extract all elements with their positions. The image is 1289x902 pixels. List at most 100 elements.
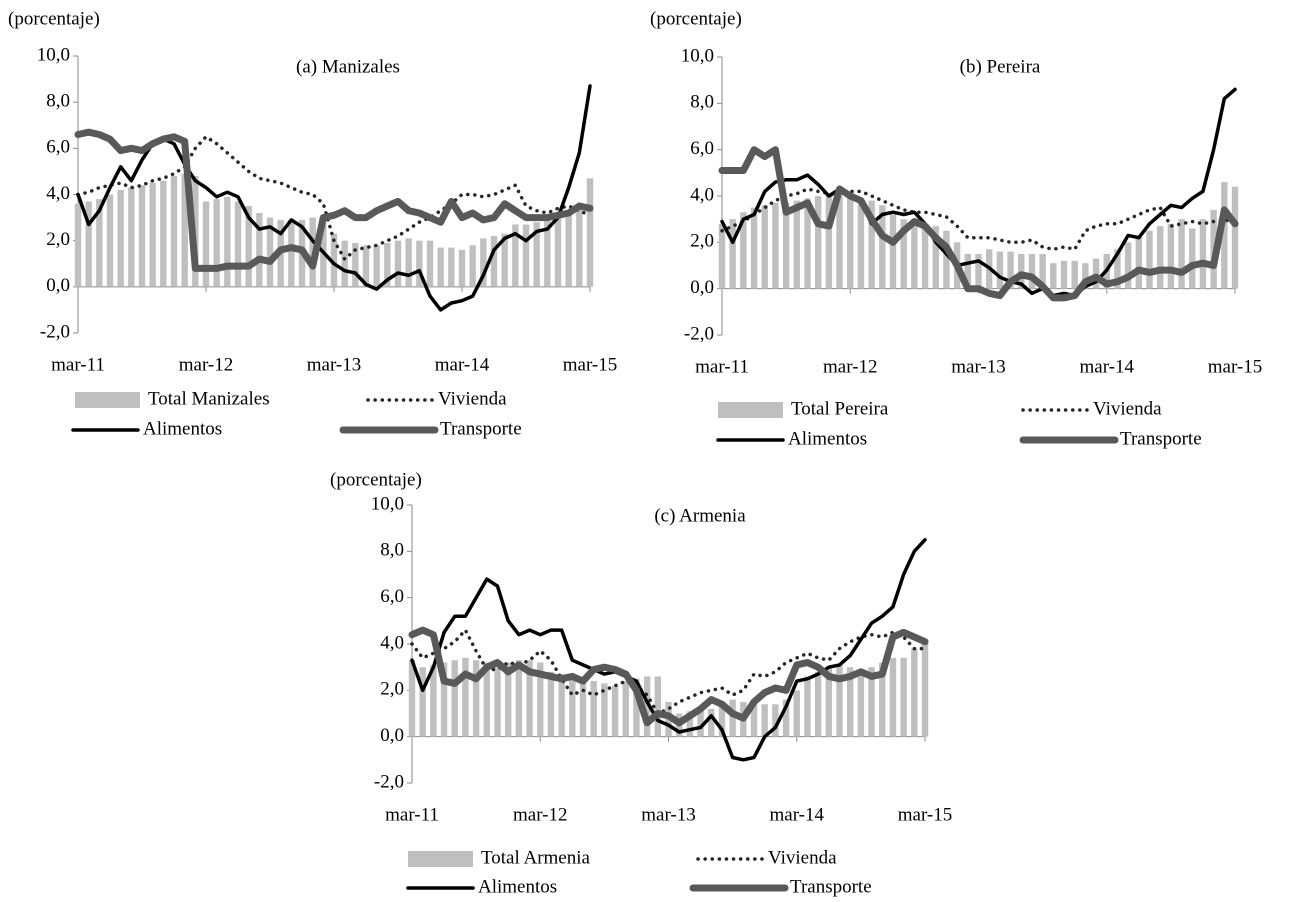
bar <box>1189 228 1196 289</box>
bar <box>405 238 412 287</box>
y-axis-label: (porcentaje) <box>330 469 422 490</box>
bar <box>1167 223 1175 289</box>
legend-label: Vivienda <box>1093 398 1162 419</box>
bar <box>558 674 565 737</box>
bar <box>804 676 811 737</box>
bar <box>537 662 544 737</box>
y-tick-label: 0,0 <box>46 275 70 296</box>
bar <box>181 173 188 287</box>
line <box>410 538 927 762</box>
bar <box>472 660 480 737</box>
bar <box>857 671 865 737</box>
y-tick-label: -2,0 <box>684 323 714 344</box>
x-tick-label: mar-11 <box>385 804 439 825</box>
bar <box>224 196 231 287</box>
x-tick-label: mar-14 <box>770 804 825 825</box>
bar <box>836 196 843 289</box>
line <box>76 134 592 262</box>
bar <box>1146 230 1153 289</box>
bar <box>490 236 498 287</box>
bar <box>643 676 651 737</box>
x-tick-label: mar-15 <box>898 804 953 825</box>
bar <box>1114 249 1121 289</box>
bar <box>554 217 562 287</box>
x-tick-label: mar-11 <box>51 354 105 375</box>
bar <box>846 667 854 737</box>
legend-swatch <box>718 402 783 418</box>
y-tick-label: 6,0 <box>690 138 714 159</box>
bar <box>352 242 359 287</box>
bar <box>533 222 540 287</box>
bar <box>911 221 918 289</box>
y-axis-label: (porcentaje) <box>8 8 100 29</box>
bar <box>544 219 551 287</box>
bar <box>718 223 726 289</box>
y-tick-label: 8,0 <box>380 540 404 561</box>
bar <box>394 240 402 287</box>
bar <box>921 639 929 737</box>
bar <box>565 212 572 287</box>
bar <box>750 701 758 737</box>
legend-swatch <box>75 392 140 408</box>
x-tick-label: mar-12 <box>179 354 234 375</box>
bar <box>782 699 790 737</box>
line <box>74 128 594 272</box>
bar <box>256 212 263 287</box>
bar <box>782 202 790 289</box>
bar <box>825 667 833 737</box>
bar <box>245 206 252 287</box>
bar <box>501 233 508 287</box>
legend-label: Transporte <box>790 876 872 897</box>
bar <box>761 205 768 289</box>
bar <box>440 662 448 737</box>
bar <box>341 240 348 287</box>
y-tick-label: 4,0 <box>690 184 714 205</box>
bar <box>921 223 929 289</box>
bar <box>932 226 939 289</box>
bar <box>847 198 854 289</box>
bar <box>900 657 907 737</box>
legend-label: Alimentos <box>788 428 867 449</box>
y-tick-label: 10,0 <box>37 44 70 65</box>
bar <box>729 699 736 737</box>
bar <box>1199 219 1207 289</box>
bar <box>526 660 533 737</box>
x-tick-label: mar-15 <box>1208 356 1263 377</box>
y-tick-label: 8,0 <box>46 91 70 112</box>
bar <box>437 247 444 287</box>
legend-label: Transporte <box>1120 428 1202 449</box>
bar <box>889 657 897 737</box>
bar <box>576 206 583 287</box>
y-tick-label: 6,0 <box>46 137 70 158</box>
y-tick-label: 0,0 <box>380 725 404 746</box>
bar <box>964 253 972 289</box>
bar <box>772 202 779 289</box>
y-tick-label: 2,0 <box>690 231 714 252</box>
bar <box>1060 260 1068 289</box>
bar <box>234 201 242 287</box>
legend-label: Total Pereira <box>791 398 889 419</box>
bar <box>900 219 907 289</box>
x-tick-label: mar-13 <box>641 804 696 825</box>
y-tick-label: 4,0 <box>46 183 70 204</box>
bar <box>384 242 391 287</box>
bar <box>761 704 768 737</box>
bar <box>943 230 950 289</box>
bar <box>266 217 274 287</box>
bar <box>1071 260 1078 289</box>
bar <box>1124 242 1132 289</box>
bar <box>160 180 167 287</box>
bar <box>718 706 726 737</box>
bar <box>814 671 822 737</box>
bar <box>579 678 587 737</box>
legend-swatch <box>408 851 473 867</box>
bar <box>408 660 416 737</box>
bar <box>480 238 487 287</box>
bar <box>1231 186 1239 289</box>
x-tick-label: mar-15 <box>563 354 618 375</box>
bar <box>708 708 715 737</box>
bar <box>825 193 833 289</box>
legend-label: Alimentos <box>478 876 557 897</box>
bar <box>74 203 82 287</box>
bar <box>170 176 178 287</box>
